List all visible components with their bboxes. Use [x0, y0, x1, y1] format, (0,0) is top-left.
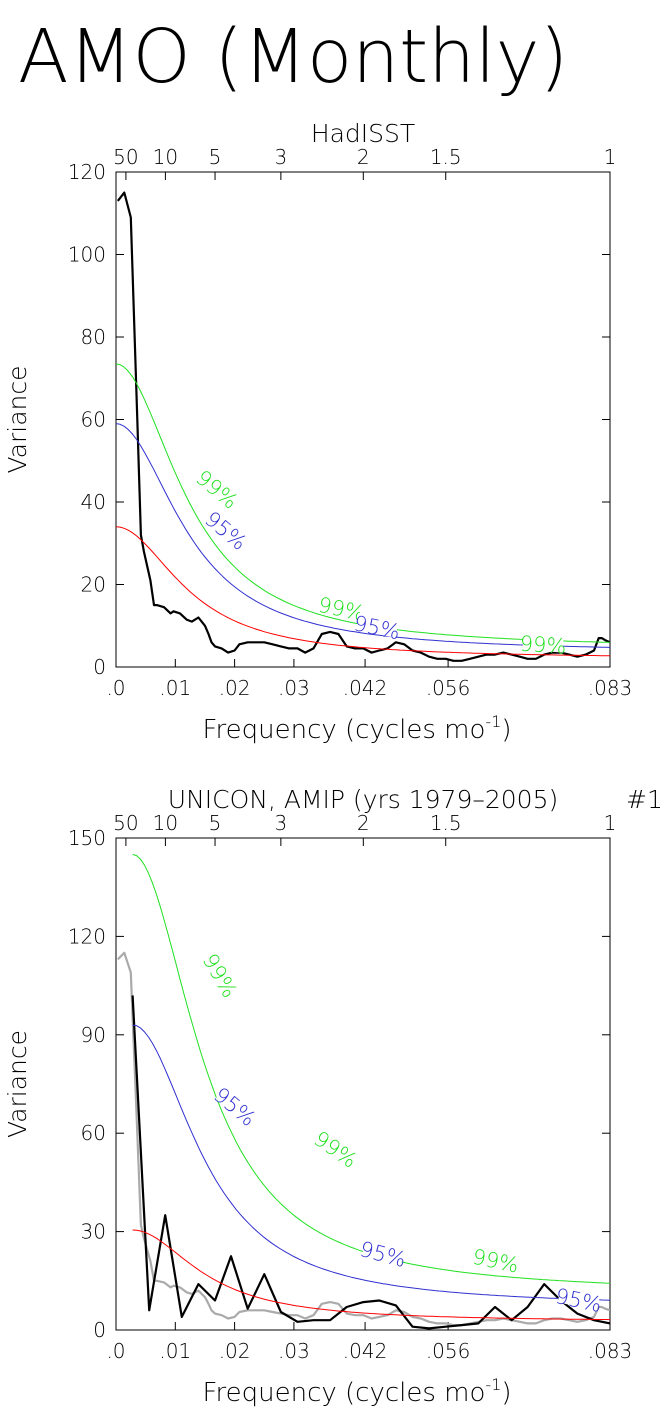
confidence-label: 95%	[357, 1237, 408, 1272]
annotation-bg	[197, 466, 242, 508]
annotation-bg	[215, 1083, 259, 1125]
confidence-label: 95%	[352, 611, 403, 644]
confidence-label: 99%	[519, 632, 567, 659]
period-tick-label: 1.5	[430, 145, 462, 169]
annotation-bg	[356, 609, 400, 638]
period-tick-label: 2	[357, 145, 370, 169]
period-tick-label: 10	[153, 145, 178, 169]
y-tick-label: 80	[81, 325, 106, 349]
x-tick-label: .01	[159, 1339, 191, 1363]
annotation-bg	[206, 507, 251, 549]
x-axis-label: Frequency (cycles mo-1)	[202, 1375, 511, 1408]
x-tick-label: .056	[426, 1339, 471, 1363]
period-tick-label: 5	[209, 145, 222, 169]
confidence-label: 95%	[553, 1284, 604, 1317]
chart-title: HadISST	[311, 119, 415, 148]
y-tick-label: 100	[68, 243, 106, 267]
series-group	[117, 853, 610, 1330]
chart-title: UNICON, AMIP (yrs 1979–2005)	[168, 785, 558, 814]
spectrum-panel-unicon: 0 30 60 90 120 150 .0 .01 .02 .03 .042 .056 .083 50 10…	[3, 785, 663, 1408]
x-tick-label: .0	[106, 676, 125, 700]
y-tick-label: 60	[81, 408, 106, 432]
confidence-curve	[132, 853, 610, 1284]
annotation-bg	[557, 1282, 602, 1311]
y-tick-label: 120	[68, 160, 106, 184]
confidence-label: 99%	[470, 1245, 521, 1278]
plot-frame	[115, 171, 611, 668]
y-tick-label: 120	[68, 924, 106, 948]
period-tick-label: 1	[604, 811, 617, 835]
x-tick-label: .056	[426, 676, 471, 700]
x-tick-label: .083	[588, 1339, 633, 1363]
confidence-label: 95%	[209, 1083, 260, 1131]
confidence-curve	[116, 526, 610, 657]
spectrum-line	[117, 951, 610, 1327]
period-tick-label: 50	[113, 811, 138, 835]
x-tick-label: .042	[343, 676, 388, 700]
x-tick-label: .02	[219, 676, 251, 700]
y-tick-label: 40	[81, 490, 106, 514]
annotation-bg	[474, 1243, 519, 1272]
y-tick-label: 150	[68, 826, 106, 850]
y-axis-label: Variance	[3, 1030, 32, 1138]
annotation-bg	[320, 591, 364, 620]
period-tick-label: 1.5	[430, 811, 462, 835]
y-axis-label: Variance	[3, 366, 32, 474]
y-tick-label: 0	[93, 655, 106, 679]
series-group	[116, 191, 610, 662]
period-tick-label: 3	[274, 811, 287, 835]
x-tick-label: .03	[278, 1339, 310, 1363]
y-tick-label: 90	[81, 1023, 106, 1047]
confidence-curve	[132, 1024, 610, 1301]
chart-title-right: #1	[626, 785, 663, 814]
spectrum-line	[131, 995, 610, 1330]
annotation-bg	[522, 629, 564, 653]
x-tick-label: .083	[588, 676, 633, 700]
period-tick-label: 5	[209, 811, 222, 835]
x-tick-label: .0	[106, 1339, 125, 1363]
y-tick-label: 30	[81, 1220, 106, 1244]
confidence-label: 95%	[200, 507, 251, 555]
y-tick-label: 0	[93, 1318, 106, 1342]
period-tick-label: 50	[113, 145, 138, 169]
y-tick-label: 60	[81, 1121, 106, 1145]
annotation-bg	[204, 951, 242, 997]
x-axis-label: Frequency (cycles mo-1)	[202, 712, 511, 745]
x-tick-label: .02	[219, 1339, 251, 1363]
x-tick-label: .01	[159, 676, 191, 700]
y-tick-label: 20	[81, 573, 106, 597]
x-tick-label: .042	[343, 1339, 388, 1363]
annotation-bg	[315, 1126, 360, 1166]
annotation-bg	[361, 1235, 406, 1266]
period-tick-label: 3	[274, 145, 287, 169]
x-tick-label: .03	[278, 676, 310, 700]
period-tick-label: 2	[357, 811, 370, 835]
spectrum-panel-hadisst: 0 20 40 60 80 100 120 .0 .01 .02 .03 .042 .056 .083 50…	[3, 119, 632, 745]
period-tick-label: 10	[153, 811, 178, 835]
confidence-curve	[132, 1229, 610, 1321]
period-tick-label: 1	[604, 145, 617, 169]
spectrum-line	[116, 191, 610, 662]
page-title: AMO (Monthly)	[18, 14, 568, 100]
